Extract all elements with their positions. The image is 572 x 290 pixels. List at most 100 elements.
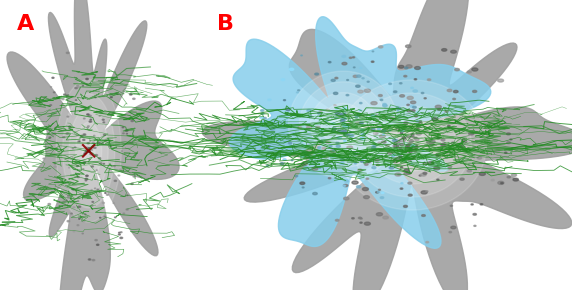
Circle shape (347, 79, 348, 80)
Circle shape (320, 154, 323, 155)
Circle shape (130, 142, 132, 143)
Circle shape (77, 135, 78, 136)
Circle shape (79, 141, 80, 142)
Polygon shape (321, 103, 365, 146)
Circle shape (479, 172, 486, 175)
Circle shape (86, 175, 88, 176)
Circle shape (300, 155, 305, 157)
Circle shape (448, 125, 450, 127)
Circle shape (427, 79, 431, 81)
Circle shape (344, 197, 349, 200)
Circle shape (342, 124, 345, 126)
Circle shape (319, 141, 323, 143)
Circle shape (382, 192, 384, 193)
Circle shape (349, 57, 352, 58)
Polygon shape (288, 71, 398, 178)
Circle shape (77, 141, 80, 142)
Circle shape (86, 85, 88, 86)
Circle shape (358, 155, 360, 157)
Circle shape (383, 216, 388, 219)
Circle shape (399, 139, 406, 142)
Circle shape (86, 193, 89, 194)
Circle shape (407, 136, 411, 138)
Circle shape (378, 142, 381, 144)
Circle shape (442, 49, 447, 51)
Circle shape (371, 61, 374, 62)
Circle shape (408, 182, 412, 184)
Circle shape (328, 177, 331, 179)
Circle shape (133, 176, 135, 177)
Circle shape (85, 193, 88, 195)
Circle shape (300, 182, 305, 184)
Circle shape (342, 130, 347, 132)
Circle shape (356, 85, 360, 87)
Circle shape (380, 149, 383, 151)
Circle shape (114, 180, 117, 182)
Circle shape (291, 160, 293, 161)
Circle shape (375, 159, 379, 161)
Circle shape (407, 147, 411, 149)
Circle shape (110, 97, 112, 98)
Polygon shape (352, 93, 471, 197)
Circle shape (317, 112, 321, 114)
Circle shape (92, 260, 95, 261)
Circle shape (326, 109, 329, 111)
Circle shape (413, 146, 418, 149)
Circle shape (317, 147, 321, 148)
Circle shape (371, 102, 377, 105)
Circle shape (333, 92, 338, 95)
Circle shape (362, 78, 364, 79)
Circle shape (494, 150, 499, 153)
Circle shape (125, 130, 128, 131)
Circle shape (331, 123, 335, 125)
Circle shape (498, 79, 503, 82)
Circle shape (403, 205, 407, 207)
Circle shape (408, 151, 412, 153)
Circle shape (394, 91, 397, 93)
Circle shape (390, 118, 395, 120)
Circle shape (507, 142, 510, 144)
Circle shape (118, 232, 120, 233)
Circle shape (344, 140, 346, 142)
Circle shape (83, 134, 86, 135)
Circle shape (83, 139, 85, 140)
Circle shape (358, 114, 363, 116)
Circle shape (43, 158, 45, 159)
Circle shape (332, 130, 335, 132)
Circle shape (72, 148, 73, 149)
Circle shape (491, 180, 494, 181)
Circle shape (335, 117, 337, 119)
Circle shape (321, 132, 323, 133)
Circle shape (345, 124, 348, 126)
Circle shape (398, 154, 400, 155)
Circle shape (66, 133, 68, 134)
Circle shape (411, 101, 416, 104)
Circle shape (302, 187, 304, 188)
Circle shape (360, 122, 363, 124)
Circle shape (404, 169, 409, 171)
Circle shape (88, 151, 90, 152)
Polygon shape (76, 122, 102, 179)
Circle shape (122, 127, 124, 128)
Circle shape (407, 144, 411, 146)
Circle shape (441, 139, 445, 141)
Circle shape (400, 130, 404, 132)
Polygon shape (299, 82, 387, 168)
Circle shape (271, 147, 273, 148)
Circle shape (416, 133, 422, 135)
Polygon shape (337, 80, 486, 210)
Circle shape (315, 73, 319, 75)
Circle shape (347, 157, 349, 158)
Circle shape (126, 133, 128, 134)
Circle shape (359, 110, 361, 111)
Circle shape (377, 191, 379, 193)
Circle shape (66, 52, 69, 54)
Circle shape (451, 226, 456, 229)
Circle shape (441, 144, 446, 146)
Circle shape (304, 153, 308, 155)
Circle shape (63, 201, 65, 202)
Circle shape (333, 128, 336, 130)
Circle shape (353, 75, 358, 77)
Circle shape (98, 142, 100, 143)
Circle shape (411, 134, 414, 135)
